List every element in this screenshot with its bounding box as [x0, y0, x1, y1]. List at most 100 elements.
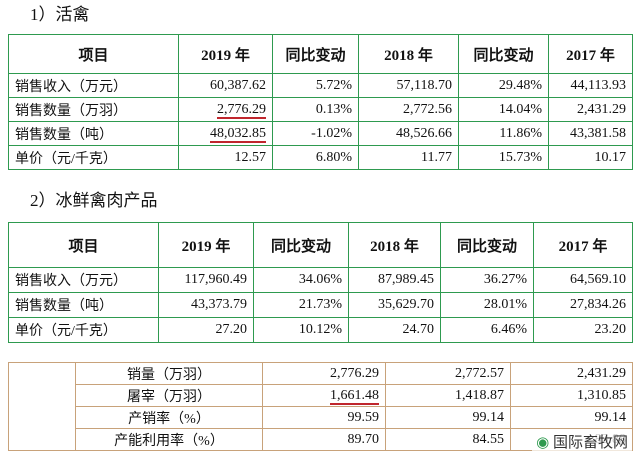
cell-text: 57,118.70 — [396, 77, 452, 93]
cell-text: 84.55 — [472, 431, 505, 447]
cell-text: 44,113.93 — [570, 77, 626, 93]
cell-text: 同比变动 — [456, 238, 517, 255]
cell-text: 35,629.70 — [378, 297, 434, 312]
table-cell: 1,310.85 — [510, 384, 633, 407]
cell-text: 99.59 — [347, 409, 380, 425]
cell-text: 43,381.58 — [570, 125, 626, 141]
table-cell: 销量（万羽） — [75, 362, 263, 385]
table-cell: 同比变动 — [272, 34, 359, 74]
table-cell: 6.80% — [272, 145, 359, 170]
cell-text: 2,772.56 — [403, 101, 452, 117]
cell-text: 6.80% — [315, 149, 352, 165]
cell-text: 24.70 — [402, 322, 435, 337]
table-cell: 同比变动 — [440, 222, 534, 268]
table-cell: 项目 — [8, 34, 179, 74]
table-cell: 99.59 — [262, 406, 386, 429]
table-cell: 11.86% — [458, 121, 549, 146]
table-row: 销售数量（吨） 43,373.79 21.73% 35,629.70 28.01% 27,… — [8, 292, 633, 318]
table-cell: 5.72% — [272, 73, 359, 98]
table-cell: 23.20 — [533, 317, 633, 343]
cell-text: 项目 — [78, 47, 109, 64]
table-cell: 36.27% — [440, 267, 534, 293]
cell-text: 销售数量（万羽） — [15, 103, 127, 119]
cell-text: 6.46% — [490, 322, 527, 337]
cell-text: 产销率（%） — [128, 411, 210, 427]
table-row: 销售收入（万元） 60,387.62 5.72% 57,118.70 29.48% 44,… — [8, 73, 633, 98]
cell-text: 89.70 — [347, 431, 380, 447]
table-cell: 10.17 — [548, 145, 633, 170]
table-cell: 0.13% — [272, 97, 359, 122]
cell-text: 销量（万羽） — [127, 367, 211, 383]
table-row: 销量（万羽） 2,776.29 2,772.57 2,431.29 — [8, 362, 633, 451]
table-cell: 项目 — [8, 222, 159, 268]
cell-text: 销售数量（吨） — [15, 127, 113, 143]
cell-text: 99.14 — [594, 409, 627, 425]
table-cell: 6.46% — [440, 317, 534, 343]
table-cell: 24.70 — [348, 317, 441, 343]
cell-text: 60,387.62 — [210, 77, 266, 93]
table-cell: 21.73% — [253, 292, 349, 318]
table-row: 销售收入（万元） 117,960.49 34.06% 87,989.45 36.27% 6… — [8, 267, 633, 293]
table-cell: 43,381.58 — [548, 121, 633, 146]
cell-text: 21.73% — [298, 297, 342, 312]
cell-text: 27,834.26 — [570, 297, 626, 312]
cell-text: 1,418.87 — [455, 387, 504, 403]
table-cell: 2,431.29 — [510, 362, 633, 385]
table-cell: 11.77 — [358, 145, 459, 170]
cell-text: 2017 年 — [558, 238, 608, 255]
watermark-text: 国际畜牧网 — [552, 435, 628, 451]
table-cell: 43,373.79 — [158, 292, 254, 318]
table-cell: 2019 年 — [178, 34, 273, 74]
cell-text: 36.27% — [483, 272, 527, 287]
cell-text: 2,431.29 — [577, 365, 626, 381]
cell-text: 48,526.66 — [396, 125, 452, 141]
cell-text: 2018 年 — [370, 238, 419, 255]
table-cell: 64,569.10 — [533, 267, 633, 293]
table-cell: 60,387.62 — [178, 73, 273, 98]
cell-text: -1.02% — [311, 125, 352, 141]
table-row: 屠宰（万羽） 1,661.48 1,418.87 1,310.85 — [9, 384, 633, 407]
cell-text: 同比变动 — [285, 47, 346, 64]
cell-text: 10.12% — [298, 322, 342, 337]
table-cell: 同比变动 — [458, 34, 549, 74]
table-row: 销售数量（万羽） 2,776.29 0.13% 2,772.56 14.04% 2,431… — [8, 97, 633, 122]
cell-text: 0.13% — [315, 101, 352, 117]
table-cell: 单价（元/千克） — [8, 145, 179, 170]
cell-text: 销售收入（万元） — [15, 274, 127, 289]
table-cell: 84.55 — [385, 428, 511, 451]
table-cell: 2019 年 — [158, 222, 254, 268]
table-row: 产销率（%） 99.59 99.14 99.14 — [9, 406, 633, 429]
cell-text: 14.04% — [498, 101, 542, 117]
table-cell: 产能利用率（%） — [75, 428, 263, 451]
cell-text: 同比变动 — [270, 238, 331, 255]
cell-text: 29.48% — [498, 77, 542, 93]
watermark: ◉ 国际畜牧网 — [532, 429, 632, 454]
cell-text: 11.77 — [421, 149, 452, 165]
cell-text: 2019 年 — [181, 238, 231, 255]
table-cell: 销售收入（万元） — [8, 73, 179, 98]
cell-text: 单价（元/千克） — [15, 324, 117, 339]
table-cell: 12.57 — [178, 145, 273, 170]
table-cell: 48,526.66 — [358, 121, 459, 146]
cell-text: 28.01% — [483, 297, 527, 312]
cell-text: 销售数量（吨） — [15, 299, 113, 314]
table-cell: 单价（元/千克） — [8, 317, 159, 343]
section-heading: 2）冰鲜禽肉产品 — [30, 191, 158, 210]
cell-text: 15.73% — [498, 149, 542, 165]
table-cell: 产销率（%） — [75, 406, 263, 429]
cell-text: 11.86% — [499, 125, 542, 141]
table-cell: 15.73% — [458, 145, 549, 170]
cell-text: 2019 年 — [201, 47, 250, 64]
table-cell: 1,661.48 — [262, 384, 386, 407]
table-cell: 同比变动 — [253, 222, 349, 268]
table-cell: 99.14 — [385, 406, 511, 429]
cell-text: 同比变动 — [473, 47, 534, 64]
table-cell: 35,629.70 — [348, 292, 441, 318]
cell-text: 34.06% — [298, 272, 342, 287]
cell-text: 1,310.85 — [577, 387, 626, 403]
table-cell: 34.06% — [253, 267, 349, 293]
table-cell: 2,772.56 — [358, 97, 459, 122]
cell-text: 销售收入（万元） — [15, 79, 127, 95]
cell-text: 产能利用率（%） — [114, 433, 224, 449]
table-cell: 48,032.85 — [178, 121, 273, 146]
